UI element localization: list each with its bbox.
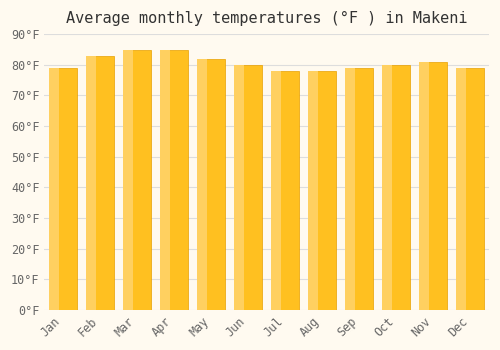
Bar <box>272 71 299 310</box>
Bar <box>346 68 355 310</box>
Bar <box>308 71 318 310</box>
Bar <box>123 50 151 310</box>
Bar <box>382 65 410 310</box>
Bar <box>272 71 281 310</box>
Bar <box>346 68 373 310</box>
Bar <box>382 65 392 310</box>
Bar <box>234 65 244 310</box>
Title: Average monthly temperatures (°F ) in Makeni: Average monthly temperatures (°F ) in Ma… <box>66 11 468 26</box>
Bar <box>160 50 188 310</box>
Bar <box>197 59 225 310</box>
Bar <box>420 62 447 310</box>
Bar <box>456 68 484 310</box>
Bar <box>49 68 77 310</box>
Bar <box>86 56 96 310</box>
Bar <box>420 62 429 310</box>
Bar <box>86 56 114 310</box>
Bar <box>160 50 170 310</box>
Bar <box>308 71 336 310</box>
Bar <box>456 68 466 310</box>
Bar <box>49 68 59 310</box>
Bar <box>234 65 262 310</box>
Bar <box>123 50 133 310</box>
Bar <box>197 59 207 310</box>
